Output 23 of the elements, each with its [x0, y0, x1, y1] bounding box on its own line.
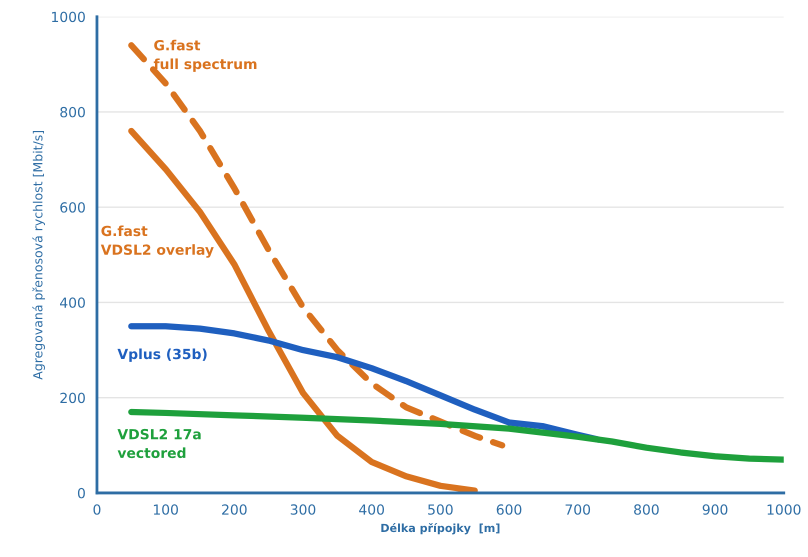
x-tick-label: 100: [154, 504, 178, 515]
y-axis-title: Agregovaná přenosová rychlost [Mbit/s]: [32, 130, 45, 380]
y-tick-label: 0: [78, 488, 85, 498]
series-label: VDSL2 17a vectored: [117, 428, 201, 458]
y-tick-label: 200: [60, 392, 85, 404]
x-tick-label: 1000: [768, 504, 801, 515]
y-tick-label: 600: [60, 202, 85, 213]
series-label: G.fast VDSL2 overlay: [100, 225, 214, 258]
series-label: G.fast full spectrum: [154, 40, 256, 72]
x-tick-label: 200: [222, 504, 247, 515]
series-label: Vplus (35b): [117, 348, 207, 362]
x-tick-label: 800: [634, 504, 659, 515]
y-tick-label: 800: [60, 106, 85, 118]
y-tick-label: 1000: [52, 12, 85, 22]
x-tick-label: 0: [93, 504, 100, 515]
x-tick-label: 700: [566, 504, 590, 515]
x-tick-label: 400: [359, 504, 384, 515]
x-tick-label: 500: [428, 504, 453, 515]
x-tick-label: 300: [290, 504, 316, 515]
x-axis-title: Délka přípojky [m]: [381, 523, 500, 534]
x-tick-label: 900: [702, 504, 728, 515]
y-tick-label: 400: [60, 297, 85, 308]
x-tick-label: 600: [496, 504, 522, 515]
